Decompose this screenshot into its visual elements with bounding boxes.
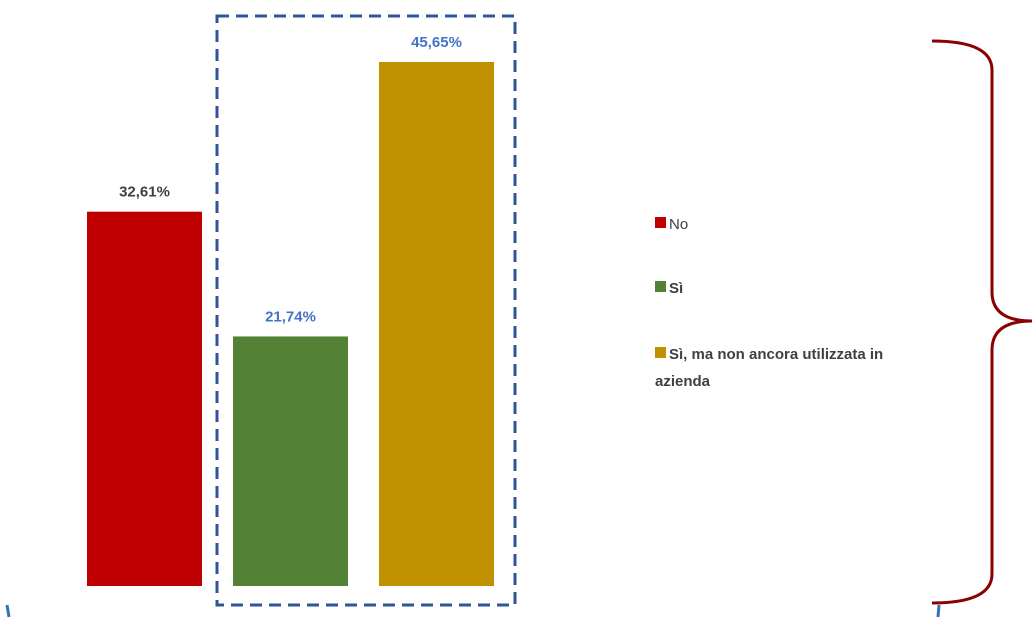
bars-layer <box>87 62 494 586</box>
corner-mark-left <box>5 604 11 618</box>
bar-no <box>87 211 202 586</box>
legend-swatch-no <box>655 217 666 228</box>
legend-label-si: Sì <box>669 280 683 297</box>
right-curly-brace <box>931 39 1033 605</box>
legend-swatch-si <box>655 281 666 292</box>
legend-item-si-non-utilizzata: Sì, ma non ancora utilizzata in azienda <box>655 346 883 390</box>
legend-item-si: Sì <box>655 280 683 297</box>
data-label-no: 32,61% <box>119 184 170 201</box>
legend-label-no: No <box>669 216 688 233</box>
data-label-si-non-utilizzata: 45,65% <box>411 34 462 51</box>
legend: No Sì Sì, ma non ancora utilizzata in azien… <box>655 216 883 390</box>
legend-label-si-non-utilizzata-line-2: azienda <box>655 373 711 390</box>
legend-item-no: No <box>655 216 688 233</box>
legend-label-si-non-utilizzata-line-1: Sì, ma non ancora utilizzata in <box>669 346 883 363</box>
legend-swatch-si-non-utilizzata <box>655 347 666 358</box>
value-labels-layer: 32,61% 21,74% 45,65% <box>119 34 462 325</box>
corner-mark-right <box>936 604 941 618</box>
bar-si-non-utilizzata <box>379 62 494 586</box>
data-label-si: 21,74% <box>265 308 316 325</box>
highlight-dashed-box <box>215 14 517 607</box>
bar-si <box>233 336 348 586</box>
